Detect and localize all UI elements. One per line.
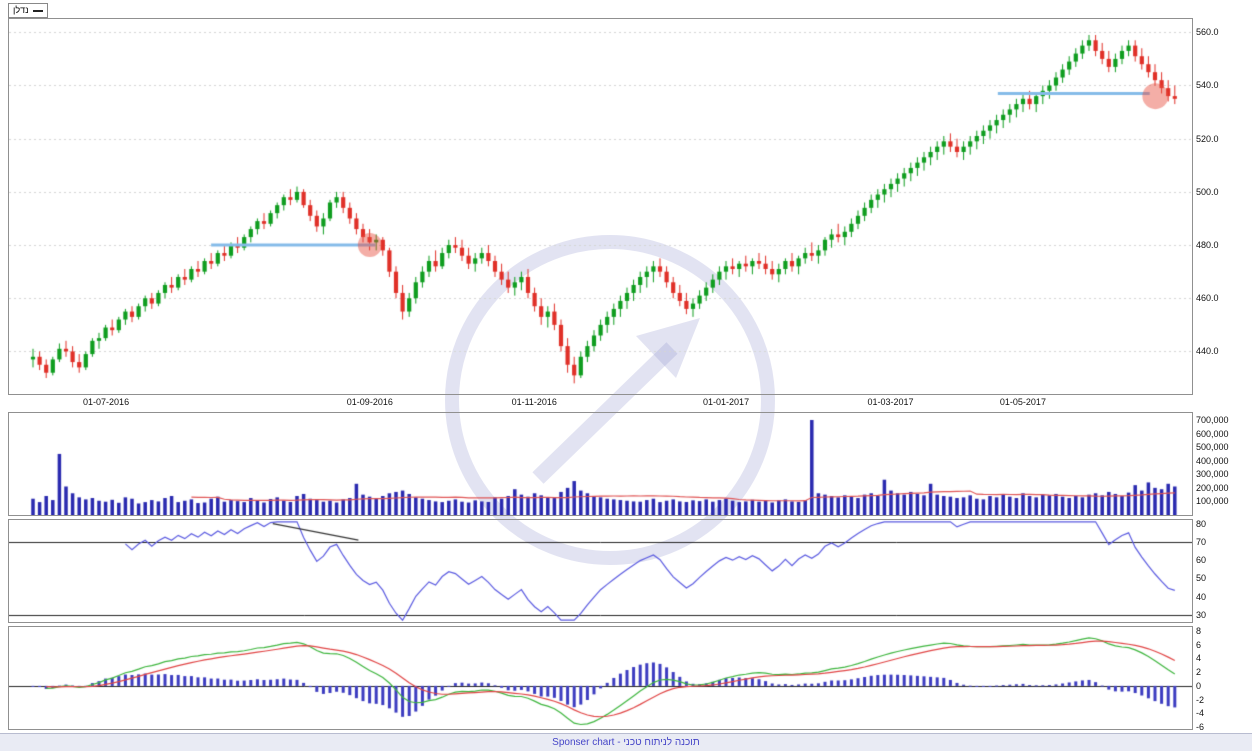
series-line-icon (32, 9, 43, 12)
price-axis-label: 460.0 (1196, 293, 1219, 304)
price-chart-canvas[interactable] (9, 19, 1192, 394)
rsi-axis-label: 40 (1196, 591, 1207, 602)
volume-axis-label: 300,000 (1196, 469, 1229, 480)
volume-axis-label: 100,000 (1196, 496, 1229, 507)
price-chart-panel[interactable] (8, 18, 1193, 395)
volume-panel[interactable] (8, 412, 1193, 516)
macd-canvas[interactable] (9, 627, 1192, 729)
macd-axis-label: 6 (1196, 639, 1202, 650)
footer-text: Sponser chart - תוכנה לניתוח טכני (552, 737, 700, 748)
footer-credit: Sponser chart - תוכנה לניתוח טכני (0, 733, 1252, 751)
price-axis-label: 560.0 (1196, 27, 1219, 38)
macd-axis-label: -6 (1196, 721, 1205, 732)
volume-axis-label: 200,000 (1196, 482, 1229, 493)
x-axis-tick-label: 01-07-2016 (83, 397, 130, 407)
x-axis-tick-label: 01-01-2017 (703, 397, 750, 407)
macd-axis-label: 4 (1196, 653, 1202, 664)
price-axis-label: 540.0 (1196, 80, 1219, 91)
macd-axis-label: 8 (1196, 626, 1202, 637)
x-axis-tick-label: 01-11-2016 (511, 397, 557, 407)
x-axis-tick-label: 01-05-2017 (999, 397, 1046, 407)
macd-axis-label: -4 (1196, 708, 1205, 719)
rsi-canvas[interactable] (9, 520, 1192, 622)
macd-panel[interactable] (8, 626, 1193, 730)
series-name-label: נדלן (13, 5, 29, 15)
rsi-axis-label: 60 (1196, 555, 1207, 566)
macd-axis-label: -2 (1196, 694, 1205, 705)
rsi-axis-label: 80 (1196, 518, 1207, 529)
volume-axis-label: 400,000 (1196, 455, 1229, 466)
macd-axis-label: 0 (1196, 680, 1202, 691)
price-axis-label: 500.0 (1196, 186, 1219, 197)
rsi-axis-label: 50 (1196, 573, 1207, 584)
volume-axis-label: 500,000 (1196, 442, 1229, 453)
volume-axis-label: 700,000 (1196, 415, 1229, 425)
price-axis-label: 520.0 (1196, 133, 1219, 144)
rsi-panel[interactable] (8, 519, 1193, 623)
x-axis-tick-label: 01-09-2016 (346, 397, 393, 407)
series-legend: נדלן (8, 3, 48, 18)
macd-axis-label: 2 (1196, 667, 1202, 678)
volume-canvas[interactable] (9, 413, 1192, 515)
rsi-axis-label: 70 (1196, 536, 1207, 547)
price-axis-label: 440.0 (1196, 346, 1219, 357)
rsi-axis-label: 30 (1196, 609, 1207, 620)
x-axis-tick-label: 01-03-2017 (867, 397, 914, 407)
price-axis-label: 480.0 (1196, 240, 1219, 251)
volume-axis-label: 600,000 (1196, 428, 1229, 439)
